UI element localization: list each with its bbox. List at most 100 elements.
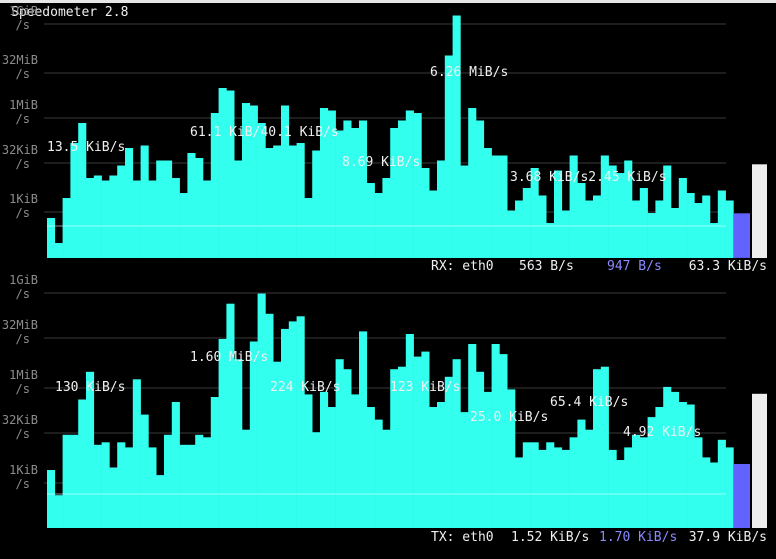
history-bar: [296, 316, 305, 528]
app-title: Speedometer 2.8: [11, 5, 128, 20]
history-bar: [281, 105, 290, 258]
history-bar: [530, 442, 539, 528]
history-bar: [47, 470, 56, 528]
history-bar: [655, 407, 664, 528]
history-bar: [429, 407, 438, 528]
history-bar: [351, 394, 360, 528]
history-bar: [499, 155, 508, 258]
history-bar: [156, 475, 165, 528]
peak-annotation: 6.26 MiB/s: [430, 65, 508, 80]
history-bar: [101, 180, 110, 258]
history-bar: [390, 369, 399, 528]
scale-label: 32KiB: [2, 413, 38, 427]
history-bar: [390, 128, 399, 258]
history-bar: [132, 379, 141, 528]
history-bar: [70, 143, 79, 258]
history-bar: [242, 429, 251, 528]
history-bar: [117, 442, 126, 528]
history-bar: [639, 188, 648, 258]
history-bar: [304, 394, 313, 528]
history-bar: [78, 399, 87, 528]
peak-annotation: 4.92 KiB/s: [623, 425, 701, 440]
history-bar: [561, 210, 570, 258]
history-bar: [468, 108, 477, 258]
history-bar: [538, 449, 547, 528]
history-bar: [429, 190, 438, 258]
history-bar: [296, 143, 305, 258]
history-bar: [678, 402, 687, 528]
peak-annotation: 3.68 KiB/s2.45 KiB/s: [510, 170, 667, 185]
scale-label-unit: /s: [16, 332, 30, 346]
scale-label-unit: /s: [16, 382, 30, 396]
history-bar: [54, 495, 63, 528]
scale-label: 32KiB: [2, 143, 38, 157]
history-bar: [421, 168, 430, 258]
history-bar: [686, 404, 695, 528]
history-bar: [624, 447, 633, 528]
history-bar: [374, 419, 383, 528]
history-bar: [554, 447, 563, 528]
history-bar: [265, 148, 274, 258]
history-bar: [226, 90, 235, 258]
history-bar: [600, 155, 609, 258]
scale-label-unit: /s: [16, 206, 30, 220]
history-bar: [335, 130, 344, 258]
history-bar: [663, 165, 672, 258]
history-bar: [569, 155, 578, 258]
history-bar: [569, 437, 578, 528]
history-bar: [140, 414, 149, 528]
window-top-border: [0, 0, 776, 3]
peak-annotation: 61.1 KiB/40.1 KiB/s: [190, 125, 339, 140]
history-bar: [203, 437, 212, 528]
history-bar: [343, 369, 352, 528]
history-bar: [257, 293, 266, 528]
history-bar: [468, 344, 477, 528]
average-rate: 947 B/s: [607, 259, 662, 274]
history-bar: [694, 437, 703, 528]
peak-annotation: 13.5 KiB/s: [47, 140, 125, 155]
history-bar: [577, 419, 586, 528]
history-bar: [195, 158, 204, 258]
history-bar: [663, 386, 672, 528]
scale-label: 1KiB: [9, 192, 38, 206]
history-bar: [507, 210, 516, 258]
history-bar: [93, 444, 102, 528]
history-bar: [452, 15, 461, 258]
history-bar: [694, 203, 703, 258]
scale-label: 32MiB: [2, 53, 38, 67]
history-bar: [522, 188, 531, 258]
history-bar: [585, 429, 594, 528]
history-bar: [249, 341, 258, 528]
history-bar: [148, 447, 157, 528]
history-bar: [382, 429, 391, 528]
history-bar: [70, 434, 79, 528]
history-bar: [452, 359, 461, 528]
history-bar: [62, 434, 71, 528]
history-bar: [671, 208, 680, 258]
peak-annotation: 130 KiB/s: [55, 380, 125, 395]
history-bar: [671, 391, 680, 528]
history-bar: [203, 180, 212, 258]
history-bar: [413, 356, 422, 528]
history-bar: [335, 359, 344, 528]
history-bar: [491, 155, 500, 258]
history-bar: [109, 175, 118, 258]
peak-rate: 37.9 KiB/s: [689, 530, 767, 545]
history-bar: [359, 120, 368, 258]
current-rate: 1.52 KiB/s: [511, 530, 589, 545]
history-bar: [54, 243, 63, 258]
history-bar: [600, 366, 609, 528]
history-bar: [632, 200, 641, 258]
history-bar: [499, 354, 508, 528]
scale-label: 32MiB: [2, 318, 38, 332]
history-bar: [312, 150, 321, 258]
history-bar: [140, 145, 149, 258]
history-bar: [624, 160, 633, 258]
history-bar: [546, 223, 555, 258]
history-bar: [93, 175, 102, 258]
history-bar: [405, 334, 414, 528]
history-bar: [710, 223, 719, 258]
peak-annotation: 65.4 KiB/s: [550, 395, 628, 410]
history-bar: [437, 160, 446, 258]
peak-annotation: 224 KiB/s: [270, 380, 340, 395]
